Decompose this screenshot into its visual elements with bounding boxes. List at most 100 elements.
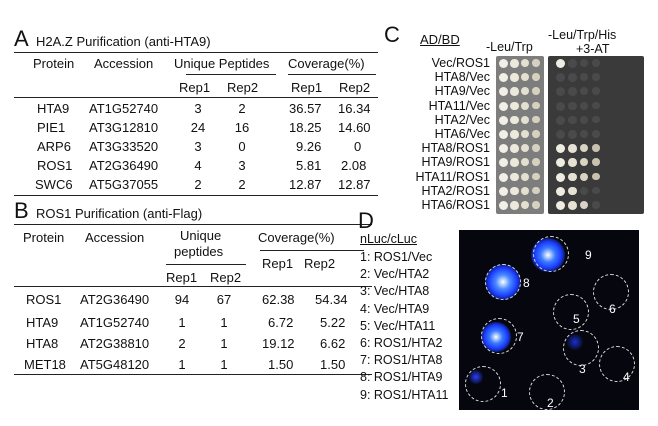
value-cell: 1 (220, 336, 228, 351)
value-cell: 62.38 (262, 292, 295, 307)
panel-b-letter: B (14, 198, 29, 223)
yeast-spot-nonselective (532, 186, 540, 195)
accession-cell: AT2G38810 (80, 336, 150, 351)
table-b-bottom-rule (14, 374, 372, 375)
value-cell: 36.57 (289, 101, 322, 116)
yeast-spot-selective (556, 186, 565, 196)
yeast-spot-selective (568, 59, 577, 68)
value-cell: 2.08 (341, 158, 367, 173)
value-cell: 9.26 (296, 139, 322, 154)
value-cell: 16 (234, 120, 250, 135)
legend-item: 8: ROS1/HTA9 (360, 370, 443, 385)
yeast-spot-selective (580, 115, 588, 124)
yeast-spot-nonselective (521, 172, 529, 181)
protein-cell: SWC6 (35, 177, 73, 192)
legend-item: 2: Vec/HTA2 (360, 267, 430, 282)
protein-cell: MET18 (24, 357, 66, 372)
yeast-spot-nonselective (532, 158, 540, 166)
well-circle (465, 366, 501, 402)
yeast-spot-nonselective (510, 130, 519, 139)
well-circle (485, 264, 521, 300)
yeast-spot-nonselective (532, 172, 540, 181)
accession-cell: AT2G36490 (80, 292, 150, 307)
panel-a-letter: A (14, 26, 29, 51)
yeast-spot-selective (568, 101, 577, 111)
yeast-spot-nonselective (499, 144, 508, 154)
accession-cell: AT3G33520 (89, 139, 159, 154)
yeast-spot-nonselective (532, 201, 540, 209)
table-a-header-coverage: Coverage(%) (288, 56, 365, 71)
value-cell: 6.62 (320, 336, 346, 351)
table-a-coverage-rule (288, 74, 376, 75)
yeast-row-label: HTA2/ROS1 (421, 183, 490, 198)
legend-item: 3: Vec/HTA8 (360, 284, 430, 299)
yeast-spot-selective (592, 87, 600, 95)
value-cell: 1 (178, 315, 186, 330)
value-cell: 4 (194, 158, 202, 173)
panel-c-letter: C (384, 22, 400, 47)
protein-cell: HTA9 (26, 315, 59, 330)
yeast-spot-selective (568, 73, 577, 82)
value-cell: 0 (238, 139, 246, 154)
value-cell: 54.34 (315, 292, 348, 307)
legend-item: 5: Vec/HTA11 (360, 318, 436, 333)
yeast-spot-selective (580, 73, 588, 82)
value-cell: 1 (220, 315, 228, 330)
table-b-top-rule (14, 224, 372, 225)
legend-item: 7: ROS1/HTA8 (360, 353, 443, 368)
yeast-spot-nonselective (532, 101, 540, 110)
panel-d-header: nLuc/cLuc (360, 232, 417, 246)
yeast-spot-selective (556, 115, 565, 125)
value-cell: 14.60 (338, 120, 371, 135)
table-b-coverage-rule (260, 250, 364, 251)
yeast-spot-selective (556, 144, 565, 154)
yeast-spot-nonselective (532, 59, 540, 67)
table-b-header-unique: Unique (180, 228, 222, 243)
accession-cell: AT3G12810 (89, 120, 159, 135)
yeast-spot-nonselective (521, 73, 529, 82)
table-b-unique-rule (166, 264, 246, 265)
yeast-spot-selective (592, 59, 600, 67)
value-cell: 2 (178, 336, 186, 351)
yeast-spot-selective (568, 186, 577, 196)
legend-item: 9: ROS1/HTA11 (360, 387, 449, 402)
value-cell: 0 (354, 139, 362, 154)
well-label: 7 (517, 330, 524, 344)
table-a-unique-rule (186, 74, 276, 75)
yeast-spot-nonselective (532, 73, 540, 81)
value-cell: 5.81 (296, 158, 322, 173)
table-a-sub-rep1: Rep1 (179, 80, 211, 95)
panel-d-letter: D (358, 208, 374, 233)
value-cell: 1 (178, 357, 186, 372)
table-b-header-rule (14, 286, 372, 287)
protein-cell: ROS1 (26, 292, 62, 307)
yeast-spot-nonselective (499, 59, 508, 68)
yeast-spot-nonselective (499, 115, 508, 125)
panel-c-header: AD/BD (420, 32, 460, 47)
yeast-row-label: Vec/ROS1 (431, 56, 490, 70)
yeast-spot-selective (580, 87, 588, 96)
table-a-sub-rep2: Rep2 (227, 80, 259, 95)
yeast-spot-nonselective (510, 115, 519, 125)
value-cell: 2 (238, 101, 246, 116)
yeast-spot-selective (568, 158, 577, 167)
yeast-spot-nonselective (510, 101, 519, 111)
yeast-spot-selective (592, 172, 600, 181)
yeast-spot-selective (568, 201, 577, 210)
yeast-spot-nonselective (532, 130, 540, 138)
yeast-spot-selective (556, 172, 565, 182)
yeast-spot-nonselective (521, 158, 529, 167)
yeast-spot-selective (568, 115, 577, 125)
table-a-header-accession: Accession (94, 56, 154, 71)
yeast-spot-nonselective (521, 87, 529, 96)
yeast-spot-selective (592, 186, 600, 195)
yeast-spot-selective (556, 158, 565, 168)
yeast-spot-selective (592, 144, 600, 152)
well-label: 5 (573, 312, 580, 326)
accession-cell: AT1G52740 (89, 101, 159, 116)
table-b-header-coverage: Coverage(%) (258, 230, 335, 245)
yeast-spot-nonselective (499, 101, 508, 111)
legend-item: 4: Vec/HTA9 (360, 301, 430, 316)
panel-b-title: ROS1 Purification (anti-Flag) (36, 206, 203, 221)
yeast-spot-selective (556, 201, 565, 210)
